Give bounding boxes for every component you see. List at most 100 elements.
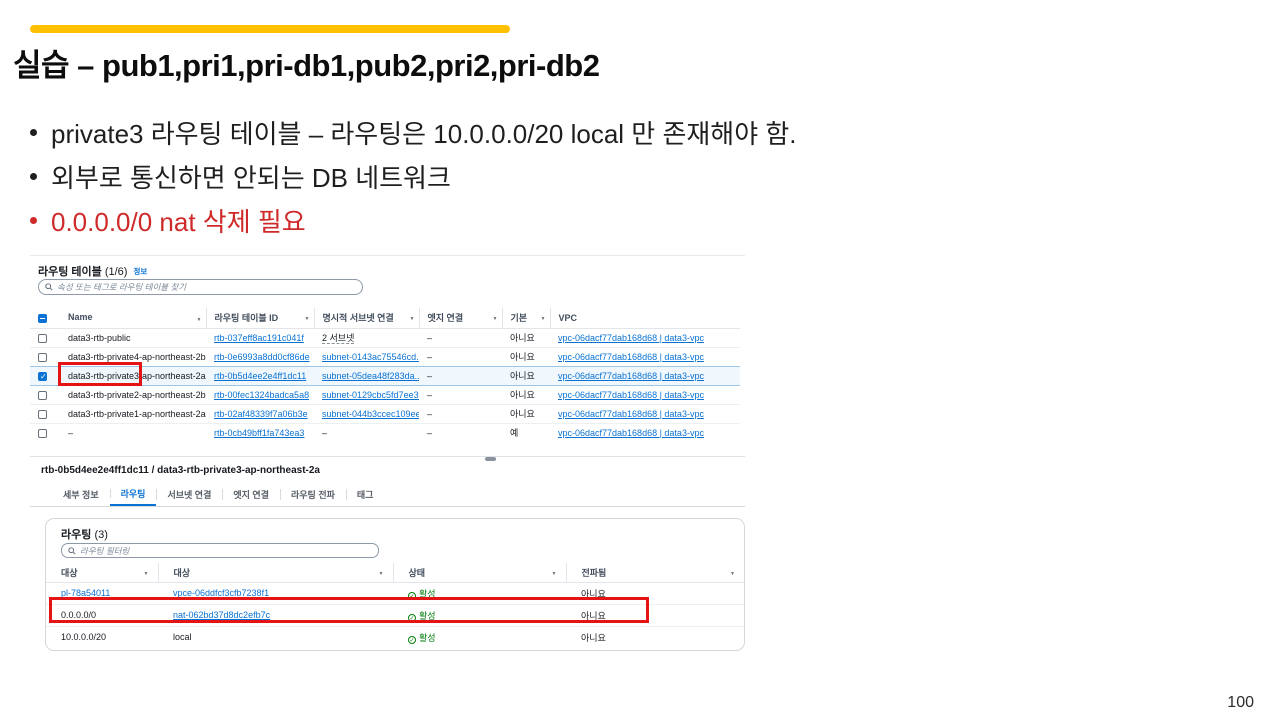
row-checkbox[interactable] — [38, 333, 47, 343]
routes-table: 대상 ▼ 대상 ▼ 상태 ▼ 전파됨 ▼ pl-78a54011 vpce-06ddfc… — [46, 563, 744, 648]
tab-edge-associations[interactable]: 엣지 연결 — [222, 483, 280, 506]
table-row[interactable]: – rtb-0cb49bff1fa743ea3 – – 예 vpc-06dacf… — [30, 422, 740, 442]
search-icon — [68, 546, 76, 555]
tab-tags[interactable]: 태그 — [345, 483, 385, 506]
panel-drag-handle[interactable] — [485, 457, 496, 461]
status-active: ✓ 활성 — [408, 632, 436, 644]
column-header-edge[interactable]: 엣지 연결 ▼ — [418, 308, 502, 329]
detail-panel-title: rtb-0b5d4ee2e4ff1dc11 / data3-rtb-privat… — [41, 465, 320, 476]
table-row[interactable]: data3-rtb-private1-ap-northeast-2a rtb-0… — [30, 403, 740, 423]
vpc-link[interactable]: vpc-06dacf77dab168d68 | data3-vpc — [558, 332, 704, 343]
sort-icon[interactable]: ▼ — [409, 316, 415, 323]
vpc-link[interactable]: vpc-06dacf77dab168d68 | data3-vpc — [558, 427, 704, 438]
subnet-link[interactable]: subnet-0143ac75546cd... — [322, 351, 419, 362]
route-table-id-link[interactable]: rtb-0e6993a8dd0cf86de — [214, 351, 310, 362]
nat-gateway-link[interactable]: nat-062bd37d8dc2efb7c — [173, 610, 271, 620]
column-header-subnet[interactable]: 명시적 서브넷 연결 ▼ — [313, 308, 419, 329]
routes-count: (3) — [94, 529, 108, 541]
subnet-link[interactable]: subnet-05dea48f283da... — [322, 370, 419, 381]
row-checkbox-checked[interactable] — [38, 371, 47, 382]
prefix-list-link[interactable]: pl-78a54011 — [61, 588, 111, 598]
tab-route-propagation[interactable]: 라우팅 전파 — [280, 483, 346, 506]
sort-icon[interactable]: ▼ — [551, 570, 557, 577]
subnet-link[interactable]: subnet-044b3ccec109ee... — [322, 408, 419, 419]
column-header-propagated[interactable]: 전파됨 ▼ — [565, 563, 744, 583]
route-table-id-link[interactable]: rtb-0cb49bff1fa743ea3 — [214, 427, 305, 438]
routes-card: 라우팅 (3) 대상▼ 대상▼ 상태▼ 전파됨▼ — [45, 518, 745, 651]
sort-icon[interactable]: ▼ — [378, 570, 384, 577]
vpc-link[interactable]: vpc-06dacf77dab168d68 | data3-vpc — [558, 370, 704, 381]
row-checkbox[interactable] — [38, 352, 47, 362]
table-header-row: 대상 ▼ 대상 ▼ 상태 ▼ 전파됨 ▼ — [46, 563, 744, 583]
route-table-id-link[interactable]: rtb-02af48339f7a06b3e — [214, 408, 308, 419]
tab-subnet-associations[interactable]: 서브넷 연결 — [156, 483, 222, 506]
column-header-id[interactable]: 라우팅 테이블 ID ▼ — [205, 308, 314, 329]
routes-title: 라우팅 — [61, 529, 92, 541]
route-row-nat[interactable]: 0.0.0.0/0 nat-062bd37d8dc2efb7c ✓ 활성 아니요 — [46, 603, 744, 626]
tab-routes[interactable]: 라우팅 — [109, 483, 157, 506]
bullet-list: private3 라우팅 테이블 – 라우팅은 10.0.0.0/20 loca… — [26, 110, 797, 242]
route-row[interactable]: pl-78a54011 vpce-06ddfcf3cfb7238f1 ✓ 활성 아… — [46, 581, 744, 604]
routes-search-input[interactable] — [80, 545, 372, 556]
detail-tabs: 세부 정보 라우팅 서브넷 연결 엣지 연결 라우팅 전파 태그 — [30, 483, 745, 507]
routes-heading: 라우팅 (3) — [61, 526, 108, 542]
check-circle-icon: ✓ — [408, 591, 416, 600]
sort-icon[interactable]: ▼ — [540, 316, 546, 323]
sort-icon[interactable]: ▼ — [492, 316, 498, 323]
subnet-link[interactable]: subnet-0129cbc5fd7ee3... — [322, 389, 419, 400]
row-checkbox[interactable] — [38, 409, 47, 419]
bullet-item: 외부로 통신하면 안되는 DB 네트워크 — [26, 154, 797, 198]
sort-icon[interactable]: ▼ — [143, 570, 149, 577]
vpc-endpoint-link[interactable]: vpce-06ddfcf3cfb7238f1 — [173, 588, 270, 598]
bullet-dot-icon — [30, 216, 37, 224]
table-header-row: Name ▼ 라우팅 테이블 ID ▼ 명시적 서브넷 연결 ▼ 엣지 연결 ▼ 기본 ▼… — [30, 308, 740, 329]
vpc-link[interactable]: vpc-06dacf77dab168d68 | data3-vpc — [558, 351, 704, 362]
bullet-text: 외부로 통신하면 안되는 DB 네트워크 — [51, 162, 451, 193]
sort-icon[interactable]: ▼ — [304, 316, 310, 323]
select-all-checkbox[interactable] — [38, 313, 47, 323]
aws-console-screenshot: 라우팅 테이블 (1/6) 정보 Name▼ 라우팅 테이블 ID▼ 명시적 서… — [30, 255, 745, 652]
sort-icon[interactable]: ▼ — [196, 317, 202, 324]
route-tables-table: Name ▼ 라우팅 테이블 ID ▼ 명시적 서브넷 연결 ▼ 엣지 연결 ▼ 기본 ▼… — [30, 308, 740, 442]
route-table-id-link[interactable]: rtb-037eff8ac191c041f — [214, 332, 304, 343]
route-table-id-link[interactable]: rtb-0b5d4ee2e4ff1dc11 — [214, 370, 307, 381]
title-accent-bar — [30, 25, 510, 33]
column-header-destination[interactable]: 대상 ▼ — [46, 563, 158, 583]
route-tables-search[interactable] — [38, 279, 363, 295]
subnet-count[interactable]: 2 서브넷 — [322, 333, 355, 344]
search-icon — [45, 283, 53, 291]
vpc-link[interactable]: vpc-06dacf77dab168d68 | data3-vpc — [558, 408, 704, 419]
sort-icon[interactable]: ▼ — [730, 570, 735, 577]
route-row[interactable]: 10.0.0.0/20 local ✓ 활성 아니요 — [46, 625, 744, 648]
tab-details[interactable]: 세부 정보 — [63, 490, 99, 500]
page-number: 100 — [1227, 694, 1254, 711]
route-tables-title: 라우팅 테이블 — [38, 266, 102, 278]
vpc-link[interactable]: vpc-06dacf77dab168d68 | data3-vpc — [558, 389, 704, 400]
bullet-item: private3 라우팅 테이블 – 라우팅은 10.0.0.0/20 loca… — [26, 110, 797, 154]
route-tables-heading: 라우팅 테이블 (1/6) 정보 — [38, 263, 147, 279]
status-active: ✓ 활성 — [408, 588, 436, 600]
route-tables-count: (1/6) — [104, 266, 128, 278]
row-checkbox[interactable] — [38, 390, 47, 400]
column-header-name[interactable]: Name ▼ — [60, 308, 206, 329]
row-checkbox[interactable] — [38, 428, 47, 438]
page-title: 실습 – pub1,pri1,pri-db1,pub2,pri2,pri-db2 — [13, 48, 600, 83]
column-header-main[interactable]: 기본 ▼ — [501, 308, 550, 329]
column-header-status[interactable]: 상태 ▼ — [392, 563, 566, 583]
route-table-id-link[interactable]: rtb-00fec1324badca5a8 — [214, 389, 310, 400]
table-row-selected[interactable]: data3-rtb-private3-ap-northeast-2a rtb-0… — [30, 365, 740, 385]
panel-divider — [30, 456, 745, 457]
status-active: ✓ 활성 — [408, 610, 436, 622]
bullet-text: 0.0.0.0/0 nat 삭제 필요 — [51, 206, 306, 237]
bullet-text: private3 라우팅 테이블 – 라우팅은 10.0.0.0/20 loca… — [51, 118, 797, 149]
bullet-dot-icon — [30, 128, 37, 136]
bullet-item-warning: 0.0.0.0/0 nat 삭제 필요 — [26, 198, 797, 242]
route-tables-search-input[interactable] — [57, 282, 356, 292]
table-row[interactable]: data3-rtb-private4-ap-northeast-2b rtb-0… — [30, 346, 740, 366]
table-row[interactable]: data3-rtb-private2-ap-northeast-2b rtb-0… — [30, 384, 740, 404]
routes-search[interactable] — [61, 543, 379, 558]
table-row[interactable]: data3-rtb-public rtb-037eff8ac191c041f 2… — [30, 327, 740, 347]
column-header-vpc[interactable]: VPC — [549, 308, 740, 329]
column-header-target[interactable]: 대상 ▼ — [157, 563, 393, 583]
info-link[interactable]: 정보 — [133, 267, 148, 276]
